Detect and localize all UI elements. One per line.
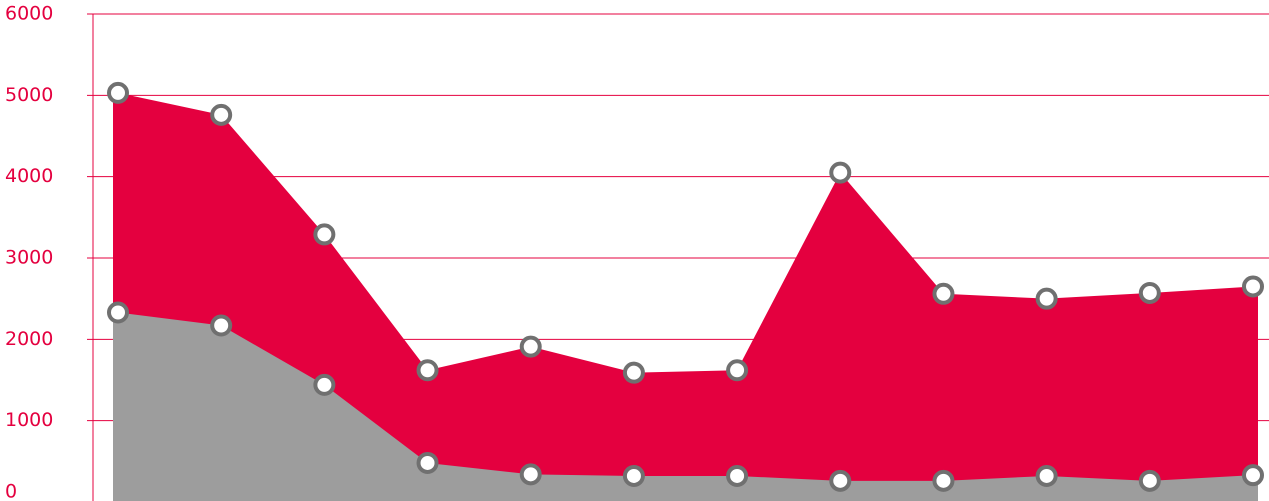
marker <box>313 373 336 396</box>
marker <box>932 469 955 492</box>
marker <box>1035 287 1058 310</box>
marker <box>519 335 542 358</box>
area <box>113 92 1258 501</box>
marker <box>932 282 955 305</box>
marker <box>829 161 852 184</box>
marker <box>416 359 439 382</box>
marker <box>210 314 233 337</box>
marker <box>313 223 336 246</box>
y-tick-label: 5000 <box>5 84 53 106</box>
y-tick-label: 1000 <box>5 409 53 431</box>
area <box>113 312 1258 501</box>
y-tick-label: 6000 <box>5 3 53 25</box>
marker <box>519 463 542 486</box>
marker <box>726 359 749 382</box>
y-tick-label: 3000 <box>5 247 53 269</box>
marker <box>1242 275 1264 298</box>
marker <box>210 103 233 126</box>
y-tick-label: 0 <box>5 481 17 501</box>
marker <box>107 81 129 104</box>
marker <box>416 451 439 474</box>
marker <box>1138 469 1161 492</box>
marker <box>1242 464 1264 487</box>
marker <box>726 464 749 487</box>
y-tick-label: 2000 <box>5 328 53 350</box>
marker <box>1138 281 1161 304</box>
marker <box>107 301 129 324</box>
y-tick-label: 4000 <box>5 165 53 187</box>
marker <box>1035 464 1058 487</box>
marker <box>829 469 852 492</box>
marker <box>622 464 645 487</box>
marker <box>622 361 645 384</box>
